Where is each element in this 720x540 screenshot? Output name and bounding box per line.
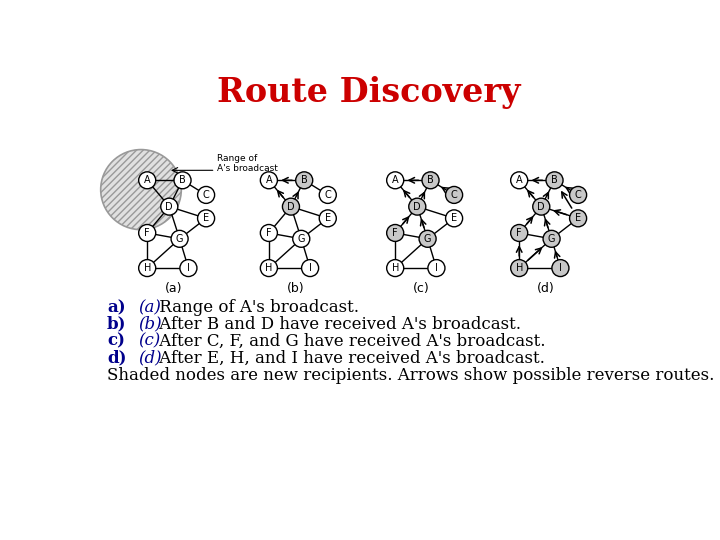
Text: E: E [325,213,330,224]
Circle shape [552,260,569,276]
Text: G: G [176,234,184,244]
Circle shape [570,210,587,227]
Circle shape [510,172,528,189]
Text: E: E [203,213,209,224]
Text: (a): (a) [165,282,182,295]
Text: F: F [145,228,150,238]
Text: (c): (c) [413,282,430,295]
Text: (b): (b) [287,282,304,295]
Circle shape [387,172,404,189]
Text: A: A [392,176,398,185]
Circle shape [293,231,310,247]
Circle shape [422,172,439,189]
Text: b): b) [107,316,127,333]
Text: (c): (c) [138,333,161,350]
Circle shape [387,225,404,241]
Text: C: C [325,190,331,200]
Text: d): d) [107,350,127,367]
Text: After E, H, and I have received A's broadcast.: After E, H, and I have received A's broa… [153,350,544,367]
Circle shape [570,186,587,204]
Text: H: H [265,263,273,273]
Text: F: F [516,228,522,238]
Text: c): c) [107,333,125,350]
Text: B: B [179,176,186,185]
Text: A: A [266,176,272,185]
Circle shape [139,260,156,276]
Circle shape [261,172,277,189]
Text: D: D [287,201,294,212]
Circle shape [296,172,312,189]
Text: F: F [266,228,271,238]
Circle shape [543,231,560,247]
Text: H: H [143,263,151,273]
Text: Route Discovery: Route Discovery [217,76,521,109]
Text: Shaded nodes are new recipients. Arrows show possible reverse routes.: Shaded nodes are new recipients. Arrows … [107,367,714,383]
Circle shape [282,198,300,215]
Text: (d): (d) [138,350,162,367]
Circle shape [387,260,404,276]
Circle shape [533,198,550,215]
Text: E: E [575,213,581,224]
Text: I: I [187,263,190,273]
Text: B: B [301,176,307,185]
Text: (d): (d) [537,282,554,295]
Text: After C, F, and G have received A's broadcast.: After C, F, and G have received A's broa… [153,333,545,350]
Text: G: G [548,234,555,244]
Circle shape [171,231,188,247]
Circle shape [510,260,528,276]
Circle shape [139,172,156,189]
Circle shape [409,198,426,215]
Text: C: C [203,190,210,200]
Text: D: D [166,201,173,212]
Circle shape [197,210,215,227]
Text: After B and D have received A's broadcast.: After B and D have received A's broadcas… [153,316,521,333]
Text: C: C [451,190,457,200]
Circle shape [261,225,277,241]
Text: a): a) [107,299,126,316]
Text: I: I [435,263,438,273]
Text: Range of A's broadcast.: Range of A's broadcast. [153,299,359,316]
Text: I: I [559,263,562,273]
Text: E: E [451,213,457,224]
Text: G: G [424,234,431,244]
Circle shape [180,260,197,276]
Text: (a): (a) [138,299,161,316]
Circle shape [261,260,277,276]
Circle shape [101,150,181,230]
Circle shape [419,231,436,247]
Circle shape [510,225,528,241]
Text: H: H [516,263,523,273]
Circle shape [174,172,191,189]
Circle shape [446,210,463,227]
Text: A: A [144,176,150,185]
Circle shape [197,186,215,204]
Text: Range of
A's broadcast: Range of A's broadcast [217,154,278,173]
Circle shape [319,186,336,204]
Text: F: F [392,228,398,238]
Circle shape [446,186,463,204]
Text: B: B [427,176,434,185]
Text: H: H [392,263,399,273]
Text: G: G [297,234,305,244]
Circle shape [139,225,156,241]
Text: I: I [309,263,312,273]
Circle shape [319,210,336,227]
Text: (b): (b) [138,316,162,333]
Circle shape [428,260,445,276]
Text: B: B [552,176,558,185]
Text: D: D [413,201,421,212]
Text: C: C [575,190,582,200]
Circle shape [546,172,563,189]
Text: A: A [516,176,523,185]
Circle shape [302,260,319,276]
Text: D: D [537,201,545,212]
Circle shape [161,198,178,215]
